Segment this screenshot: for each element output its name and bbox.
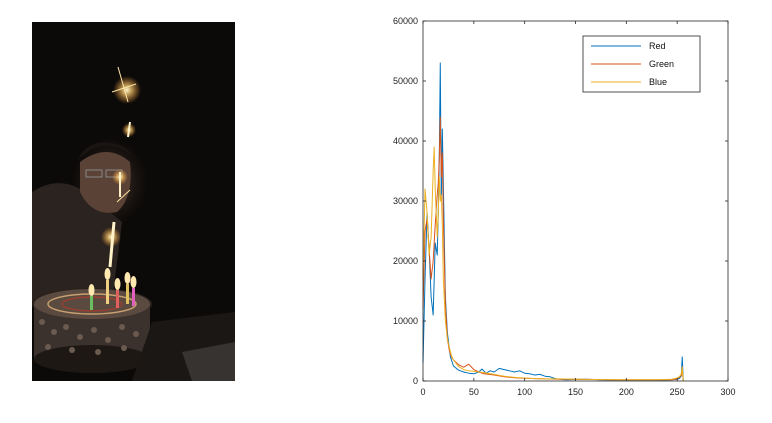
y-tick-label: 40000 bbox=[393, 136, 418, 146]
legend: Red Green Blue bbox=[582, 35, 701, 93]
series-line-blue bbox=[422, 146, 684, 382]
x-tick-label: 50 bbox=[469, 387, 479, 397]
legend-label-red: Red bbox=[649, 41, 666, 51]
photo-birthday-cake bbox=[32, 22, 235, 381]
x-tick-label: 300 bbox=[720, 387, 735, 397]
y-tick-label: 0 bbox=[413, 376, 418, 386]
x-tick-label: 200 bbox=[619, 387, 634, 397]
y-tick-label: 30000 bbox=[393, 196, 418, 206]
legend-label-blue: Blue bbox=[649, 77, 667, 87]
x-tick-label: 150 bbox=[568, 387, 583, 397]
y-tick-label: 60000 bbox=[393, 16, 418, 26]
y-tick-label: 50000 bbox=[393, 76, 418, 86]
legend-label-green: Green bbox=[649, 59, 674, 69]
y-tick-label: 20000 bbox=[393, 256, 418, 266]
x-tick-label: 0 bbox=[420, 387, 425, 397]
photo-birthday-cake-icon bbox=[32, 22, 235, 381]
x-tick-label: 250 bbox=[670, 387, 685, 397]
y-tick-label: 10000 bbox=[393, 316, 418, 326]
x-tick-label: 100 bbox=[517, 387, 532, 397]
